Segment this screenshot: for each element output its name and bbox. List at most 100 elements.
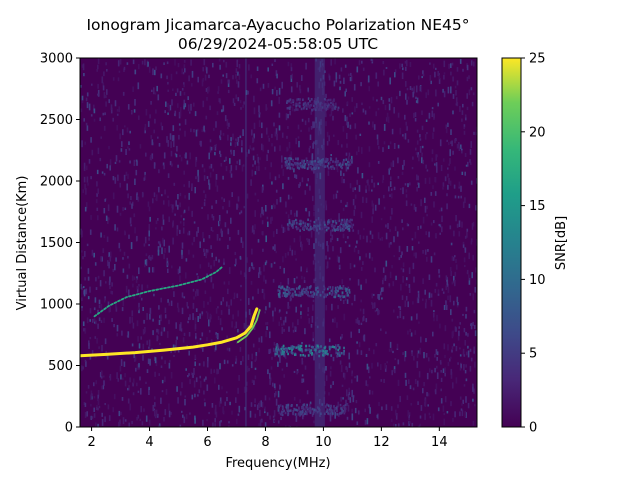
noise-speckle bbox=[123, 361, 126, 367]
noise-speckle bbox=[108, 99, 110, 104]
echo-row-point bbox=[312, 108, 315, 111]
noise-speckle bbox=[155, 66, 157, 71]
noise-speckle bbox=[448, 177, 450, 184]
noise-speckle bbox=[183, 60, 186, 63]
noise-speckle bbox=[251, 264, 254, 269]
noise-speckle bbox=[421, 76, 423, 79]
echo-row-point bbox=[316, 410, 319, 414]
echo-row-point bbox=[344, 223, 347, 226]
noise-speckle bbox=[446, 193, 448, 197]
noise-speckle bbox=[197, 289, 199, 296]
noise-speckle bbox=[95, 422, 97, 427]
noise-speckle bbox=[295, 258, 297, 261]
echo-row-point bbox=[349, 225, 351, 228]
y-tick-label: 0 bbox=[65, 421, 73, 436]
noise-speckle bbox=[161, 356, 163, 360]
noise-speckle bbox=[222, 206, 224, 210]
noise-speckle bbox=[261, 186, 264, 193]
noise-speckle bbox=[133, 294, 136, 299]
noise-speckle bbox=[82, 63, 85, 71]
noise-speckle bbox=[466, 231, 468, 238]
noise-speckle bbox=[105, 281, 107, 284]
x-tick-label: 10 bbox=[315, 435, 332, 450]
noise-speckle bbox=[330, 59, 332, 66]
noise-speckle bbox=[428, 231, 430, 238]
noise-speckle bbox=[175, 322, 177, 329]
noise-speckle bbox=[325, 200, 327, 206]
echo-row-point bbox=[311, 227, 314, 230]
noise-speckle bbox=[193, 237, 195, 242]
noise-speckle bbox=[96, 207, 99, 211]
noise-speckle bbox=[357, 279, 360, 286]
noise-speckle bbox=[342, 372, 345, 378]
noise-speckle bbox=[177, 302, 179, 308]
y-tick-label: 3000 bbox=[40, 52, 73, 67]
echo-row-point bbox=[305, 412, 308, 416]
noise-speckle bbox=[398, 245, 401, 253]
noise-speckle bbox=[218, 259, 220, 263]
echo-row-point bbox=[285, 295, 287, 298]
noise-speckle bbox=[310, 231, 313, 238]
noise-speckle bbox=[447, 167, 449, 170]
noise-speckle bbox=[304, 190, 307, 195]
y-tick-label: 500 bbox=[48, 359, 73, 374]
noise-speckle bbox=[362, 261, 364, 265]
noise-speckle bbox=[109, 374, 112, 381]
noise-speckle bbox=[262, 144, 264, 152]
noise-speckle bbox=[144, 123, 147, 131]
noise-speckle bbox=[215, 332, 217, 336]
noise-speckle bbox=[271, 133, 273, 138]
noise-speckle bbox=[458, 146, 461, 151]
noise-speckle bbox=[359, 133, 362, 136]
noise-speckle bbox=[294, 174, 296, 178]
noise-speckle bbox=[450, 86, 452, 94]
noise-speckle bbox=[192, 313, 194, 321]
noise-speckle bbox=[286, 362, 288, 367]
noise-speckle bbox=[226, 119, 229, 126]
noise-speckle bbox=[221, 109, 223, 113]
noise-speckle bbox=[215, 334, 218, 339]
noise-speckle bbox=[120, 359, 123, 366]
echo-row-point bbox=[310, 345, 313, 349]
noise-speckle bbox=[114, 177, 117, 184]
noise-speckle bbox=[399, 188, 402, 191]
echo-row-point bbox=[290, 404, 293, 408]
noise-speckle bbox=[114, 264, 116, 271]
noise-speckle bbox=[192, 288, 195, 292]
noise-speckle bbox=[274, 393, 276, 398]
noise-speckle bbox=[342, 108, 344, 113]
noise-speckle bbox=[296, 276, 298, 279]
noise-speckle bbox=[103, 92, 106, 99]
noise-speckle bbox=[91, 416, 94, 419]
noise-speckle bbox=[175, 92, 177, 96]
noise-speckle bbox=[346, 132, 348, 140]
noise-speckle bbox=[179, 391, 182, 396]
noise-speckle bbox=[296, 210, 298, 217]
noise-speckle bbox=[197, 226, 199, 233]
noise-speckle bbox=[432, 185, 434, 190]
noise-speckle bbox=[311, 153, 314, 160]
noise-speckle bbox=[240, 210, 243, 214]
noise-speckle bbox=[233, 297, 236, 300]
noise-speckle bbox=[263, 264, 265, 272]
noise-speckle bbox=[334, 317, 336, 323]
noise-speckle bbox=[101, 257, 103, 262]
noise-speckle bbox=[167, 268, 169, 273]
echo-row-point bbox=[308, 223, 311, 226]
noise-speckle bbox=[213, 259, 215, 267]
noise-speckle bbox=[210, 314, 212, 320]
echo-row-point bbox=[346, 218, 348, 222]
echo-row-point bbox=[306, 104, 308, 107]
echo-row-point bbox=[332, 103, 334, 106]
noise-speckle bbox=[463, 124, 466, 128]
noise-speckle bbox=[119, 59, 122, 65]
noise-speckle bbox=[136, 320, 139, 327]
noise-speckle bbox=[381, 297, 383, 300]
noise-speckle bbox=[417, 380, 419, 387]
noise-speckle bbox=[83, 168, 86, 172]
noise-speckle bbox=[138, 267, 140, 275]
echo-row-point bbox=[312, 412, 315, 415]
noise-speckle bbox=[461, 171, 464, 175]
noise-speckle bbox=[122, 207, 124, 212]
noise-speckle bbox=[382, 287, 384, 292]
